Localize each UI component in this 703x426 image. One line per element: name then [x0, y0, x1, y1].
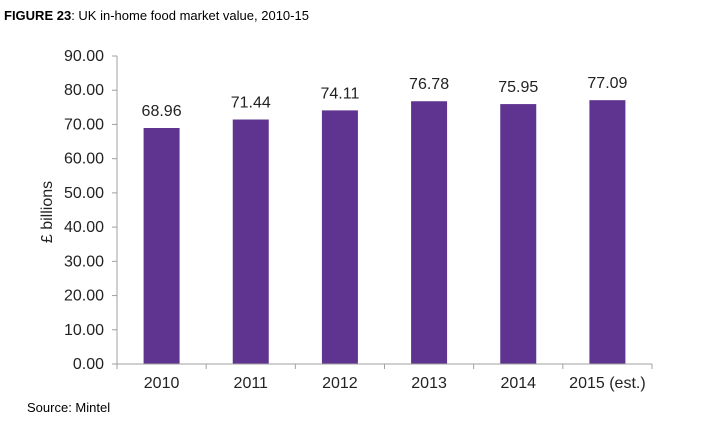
y-tick-label: 10.00 [64, 322, 104, 339]
figure-title: FIGURE 23: UK in-home food market value,… [4, 8, 309, 23]
x-tick-label: 2015 (est.) [569, 375, 645, 392]
bar-value-label: 77.09 [587, 75, 627, 92]
y-tick-label: 70.00 [64, 116, 104, 133]
y-tick-label: 20.00 [64, 288, 104, 305]
bar [589, 100, 626, 365]
bar [143, 128, 180, 364]
y-tick-label: 30.00 [64, 253, 104, 270]
x-tick-label: 2013 [411, 375, 447, 392]
x-tick-label: 2014 [500, 375, 536, 392]
y-tick-label: 60.00 [64, 151, 104, 168]
x-tick-label: 2010 [144, 375, 180, 392]
bar-series [143, 100, 626, 365]
source-note: Source: Mintel [27, 400, 111, 415]
figure-title-text: UK in-home food market value, 2010-15 [78, 8, 309, 23]
y-tick-label: 80.00 [64, 82, 104, 99]
figure-title-separator: : [71, 8, 79, 23]
y-tick-label: 40.00 [64, 219, 104, 236]
data-labels: 68.96 71.44 74.11 76.78 75.95 77.09 [142, 75, 628, 120]
bar-value-label: 68.96 [142, 103, 182, 120]
figure-label: FIGURE 23 [4, 8, 72, 23]
bar-value-label: 71.44 [231, 95, 271, 112]
x-tick-label: 2011 [234, 375, 269, 392]
y-tick-label: 50.00 [64, 185, 104, 202]
y-tick-label: 0.00 [73, 356, 104, 373]
x-axis-ticks: 2010 2011 2012 2013 2014 2015 (est.) [116, 364, 653, 392]
y-axis-label: £ billions [39, 181, 56, 243]
bar-value-label: 75.95 [498, 79, 538, 96]
bar-value-label: 76.78 [409, 76, 449, 93]
y-axis-ticks: 0.00 10.00 20.00 30.00 40.00 50.00 60.00 70.00 8… [64, 48, 117, 373]
bar [500, 104, 537, 365]
y-tick-label: 90.00 [64, 48, 104, 65]
bar [321, 110, 358, 364]
bar [232, 119, 269, 364]
bar-value-label: 74.11 [320, 85, 359, 102]
x-tick-label: 2012 [322, 375, 358, 392]
bar [411, 101, 448, 365]
